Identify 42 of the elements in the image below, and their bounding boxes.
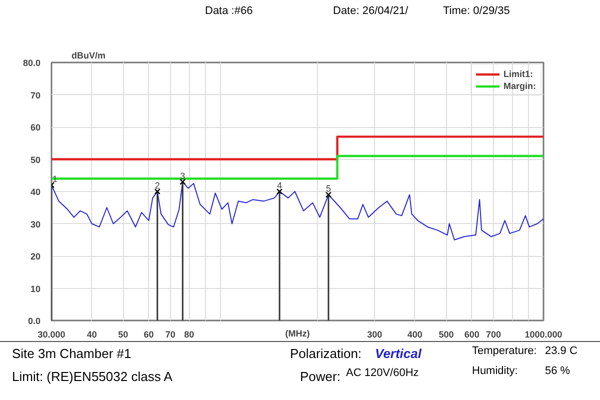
y-tick-label: 0.0 (28, 316, 41, 326)
text: 23.9 C (545, 344, 578, 359)
legend-label: Margin: (504, 81, 536, 91)
x-tick-label: 40 (86, 330, 97, 340)
annotation: 1 (52, 174, 58, 184)
text: Vertical (375, 345, 422, 363)
text: AC 120V/60Hz (346, 366, 419, 381)
annotation: 5 (326, 184, 331, 194)
legend-label: Limit1: (504, 69, 534, 79)
x-tick-label: 30.000 (38, 330, 66, 340)
text: Time: 0/29/35 (443, 4, 510, 19)
y-tick-label: 20 (30, 252, 41, 262)
x-tick-label: 600 (464, 330, 480, 340)
x-tick-label: 1000.000 (524, 330, 562, 340)
x-tick-label: 70 (165, 330, 176, 340)
x-tick-label: 80 (184, 330, 194, 340)
text: Temperature: (472, 344, 537, 359)
y-tick-label: 40 (30, 187, 41, 197)
y-tick-label: 10 (30, 284, 41, 294)
x-tick-label: 700 (486, 330, 501, 340)
text: Humidity: (472, 364, 518, 379)
x-tick-label: 50 (118, 330, 128, 340)
x-axis-title: (MHz) (285, 328, 310, 338)
annotation: 2 (154, 180, 160, 190)
y-tick-label: 30 (30, 219, 41, 230)
x-tick-label: 500 (438, 330, 454, 340)
text: Limit: (RE)EN55032 class A (12, 368, 172, 386)
y-tick-label: 60 (30, 122, 41, 132)
text: 56 % (545, 364, 570, 379)
x-tick-label: 400 (407, 330, 422, 340)
y-tick-label: 70 (30, 90, 41, 100)
x-tick-label: 60 (144, 330, 154, 340)
text: Power: (300, 368, 340, 386)
text: Polarization: (290, 345, 362, 363)
y-axis-title: dBuV/m (72, 50, 106, 60)
text: Date: 26/04/21/ (333, 4, 408, 19)
text: Site 3m Chamber #1 (12, 345, 132, 363)
x-tick-label: 300 (367, 330, 382, 340)
annotation: 4 (277, 180, 282, 190)
text: Data :#66 (205, 4, 253, 19)
y-tick-label: 50 (30, 154, 41, 165)
y-tick-label: 80.0 (22, 58, 41, 68)
